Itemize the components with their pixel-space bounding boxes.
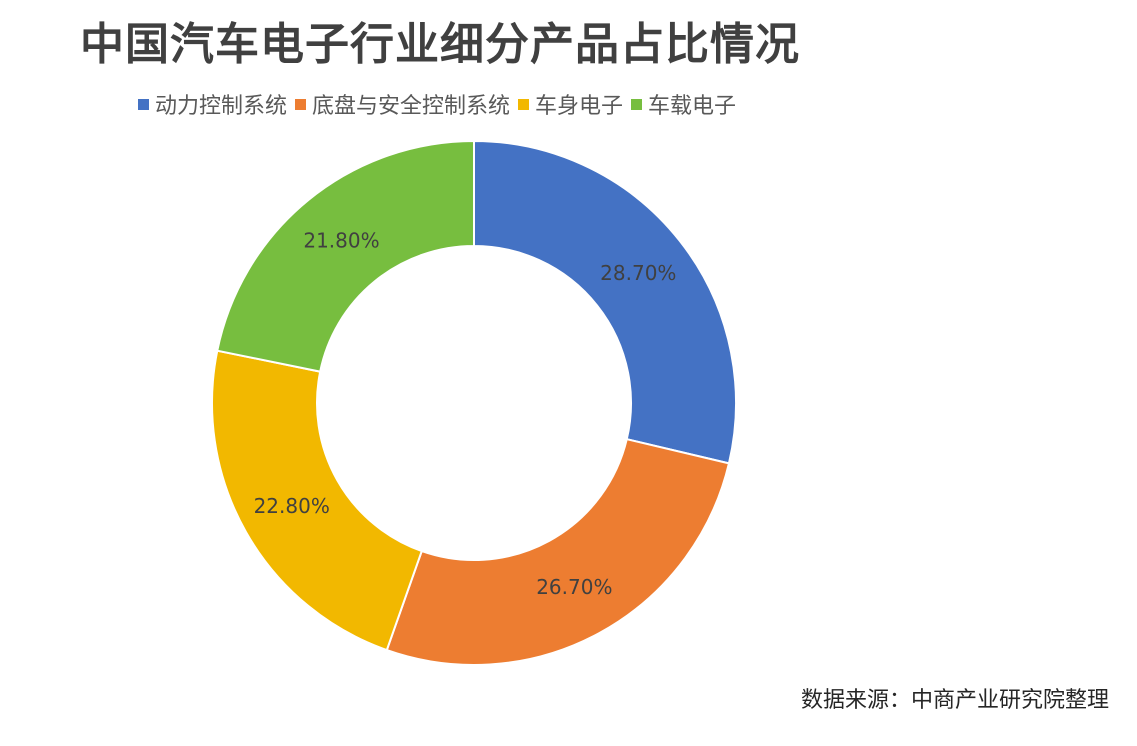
legend-label: 车载电子: [648, 94, 737, 119]
legend-swatch: [518, 98, 530, 110]
donut-slice-3: [216, 139, 475, 373]
legend-label: 动力控制系统: [155, 94, 288, 119]
legend-swatch: [138, 98, 149, 110]
legend-item-infotainment: 车载电子: [631, 88, 736, 120]
legend-item-power: 动力控制系统: [138, 88, 287, 120]
legend-label: 车身电子: [535, 94, 624, 119]
legend-item-chassis: 底盘与安全控制系统: [295, 88, 510, 120]
donut-slice-2: [211, 349, 424, 652]
legend-swatch: [631, 98, 643, 110]
chart-title: 中国汽车电子行业细分产品占比情况: [80, 19, 800, 70]
source-note: 数据来源：中商产业研究院整理: [800, 688, 1109, 713]
chart-legend: 动力控制系统 底盘与安全控制系统 车身电子 车载电子: [138, 88, 744, 120]
donut-slice-0: [473, 139, 737, 465]
legend-swatch: [295, 98, 307, 110]
legend-item-body: 车身电子: [518, 88, 623, 120]
data-label-2: 22.80%: [254, 494, 330, 518]
legend-label: 底盘与安全控制系统: [312, 94, 511, 119]
data-label-3: 21.80%: [303, 229, 379, 253]
donut-slice-1: [385, 437, 731, 666]
data-label-1: 26.70%: [536, 575, 612, 599]
data-label-0: 28.70%: [600, 261, 676, 285]
